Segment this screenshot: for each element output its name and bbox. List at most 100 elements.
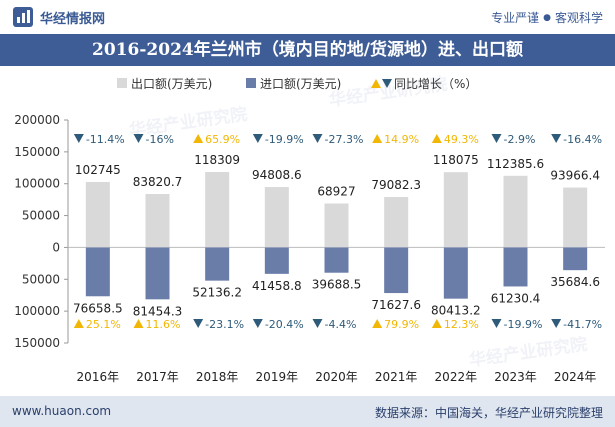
import-growth-label: 79.9% [384, 318, 419, 331]
tagline-left: 专业严谨 [491, 11, 540, 25]
import-bar-5 [324, 247, 349, 273]
export-value-label: 93966.4 [550, 169, 600, 183]
import-up-triangle-icon [133, 319, 144, 328]
import-growth-label: 11.6% [146, 318, 181, 331]
growth-labels: -11.4% -16% 65.9% -19.9% -27.3% 14.9% 49.3% -2.… [73, 133, 602, 331]
y-tick-label: 150000 [14, 145, 60, 159]
footer-url[interactable]: www.huaon.com [12, 404, 112, 418]
import-bar-4 [264, 247, 289, 274]
y-tick-label: 0 [52, 240, 60, 254]
brand-name: 华经情报网 [40, 11, 106, 27]
export-bar-6 [384, 197, 409, 248]
chart-title: 2016-2024年兰州市（境内目的地/货源地）进、出口额 [92, 40, 523, 60]
legend: 出口额(万美元) 进口额(万美元) 同比增长（%） [117, 77, 477, 91]
export-up-triangle-icon [193, 134, 204, 143]
legend-label-export: 出口额(万美元) [131, 77, 212, 91]
export-growth-label: -11.4% [86, 133, 125, 146]
import-down-triangle-icon [491, 319, 502, 328]
export-value-label: 102745 [75, 163, 121, 177]
top-bar: 华经情报网 专业严谨 ● 客观科学 [0, 0, 615, 34]
import-bar-7 [443, 247, 468, 299]
tagline: 专业严谨 ● 客观科学 [491, 9, 603, 26]
export-value-label: 118075 [433, 153, 479, 167]
import-up-triangle-icon [73, 319, 84, 328]
import-value-label: 81454.3 [133, 304, 183, 318]
huajing-logo-icon [13, 7, 33, 27]
export-growth-label: 14.9% [384, 133, 419, 146]
export-bar-5 [324, 203, 349, 248]
export-value-label: 79082.3 [371, 178, 421, 192]
bars [85, 172, 588, 300]
y-tick-label: 100000 [14, 177, 60, 191]
x-tick-label: 2018年 [196, 370, 239, 384]
import-value-label: 39688.5 [312, 278, 362, 292]
x-axis: 2016年 2017年 2018年 2019年 2020年 2021年 2022年 2023年… [77, 370, 597, 384]
export-growth-label: -2.9% [504, 133, 536, 146]
export-down-triangle-icon [133, 134, 144, 143]
import-value-label: 76658.5 [73, 301, 123, 315]
export-bar-9 [563, 187, 588, 248]
export-down-triangle-icon [491, 134, 502, 143]
legend-label-growth: 同比增长（%） [394, 77, 477, 91]
y-tick-label: 50000 [22, 209, 60, 223]
import-bar-1 [85, 247, 110, 297]
import-value-label: 41458.8 [252, 279, 302, 293]
data-labels: 102745 83820.7 118309 94808.6 68927 79082.3 11… [73, 153, 600, 318]
export-bar-8 [503, 175, 528, 248]
import-growth-label: -19.9% [504, 318, 543, 331]
export-growth-label: 49.3% [444, 133, 479, 146]
y-tick-label: 200000 [14, 113, 60, 127]
import-value-label: 80413.2 [431, 304, 481, 318]
x-tick-label: 2020年 [315, 370, 358, 384]
import-up-triangle-icon [431, 319, 442, 328]
bullet-icon: ● [543, 12, 551, 23]
x-tick-label: 2021年 [375, 370, 418, 384]
export-down-triangle-icon [312, 134, 323, 143]
export-value-label: 83820.7 [133, 175, 183, 189]
import-bar-2 [145, 247, 170, 300]
legend-down-triangle-icon [382, 79, 392, 88]
y-axis: 200000 150000 100000 50000 0 50000 100000 15000… [14, 113, 605, 350]
import-down-triangle-icon [551, 319, 562, 328]
export-growth-label: -16% [146, 133, 174, 146]
x-tick-label: 2024年 [554, 370, 597, 384]
x-tick-label: 2022年 [435, 370, 478, 384]
export-bar-1 [85, 181, 110, 248]
export-value-label: 118309 [194, 153, 240, 167]
import-value-label: 35684.6 [550, 275, 600, 289]
export-down-triangle-icon [73, 134, 84, 143]
import-up-triangle-icon [372, 319, 383, 328]
import-bar-6 [384, 247, 409, 294]
tagline-right: 客观科学 [554, 11, 603, 25]
legend-label-import: 进口额(万美元) [260, 77, 341, 91]
x-tick-label: 2017年 [136, 370, 179, 384]
x-tick-label: 2016年 [77, 370, 120, 384]
export-growth-label: -16.4% [563, 133, 602, 146]
x-tick-label: 2023年 [494, 370, 537, 384]
import-bar-9 [563, 247, 588, 271]
x-tick-label: 2019年 [256, 370, 299, 384]
import-bar-3 [205, 247, 230, 281]
import-growth-label: -20.4% [265, 318, 304, 331]
y-tick-label: 100000 [14, 304, 60, 318]
export-bar-3 [205, 172, 230, 248]
import-growth-label: -4.4% [325, 318, 357, 331]
export-bar-2 [145, 194, 170, 248]
legend-swatch-export [117, 78, 127, 88]
import-growth-label: -23.1% [205, 318, 244, 331]
import-value-label: 52136.2 [192, 286, 242, 300]
import-value-label: 71627.6 [371, 298, 421, 312]
export-value-label: 68927 [317, 185, 355, 199]
import-growth-label: 12.3% [444, 318, 479, 331]
export-bar-4 [264, 187, 289, 248]
import-down-triangle-icon [312, 319, 323, 328]
export-down-triangle-icon [252, 134, 263, 143]
watermark-text: 华经产业研究院 [468, 334, 589, 371]
export-value-label: 94808.6 [252, 168, 302, 182]
export-growth-label: -19.9% [265, 133, 304, 146]
brand[interactable]: 华经情报网 [12, 6, 105, 28]
import-bar-8 [503, 247, 528, 287]
export-growth-label: -27.3% [325, 133, 364, 146]
footer: www.huaon.com 数据来源：中国海关，华经产业研究院整理 [0, 396, 615, 427]
